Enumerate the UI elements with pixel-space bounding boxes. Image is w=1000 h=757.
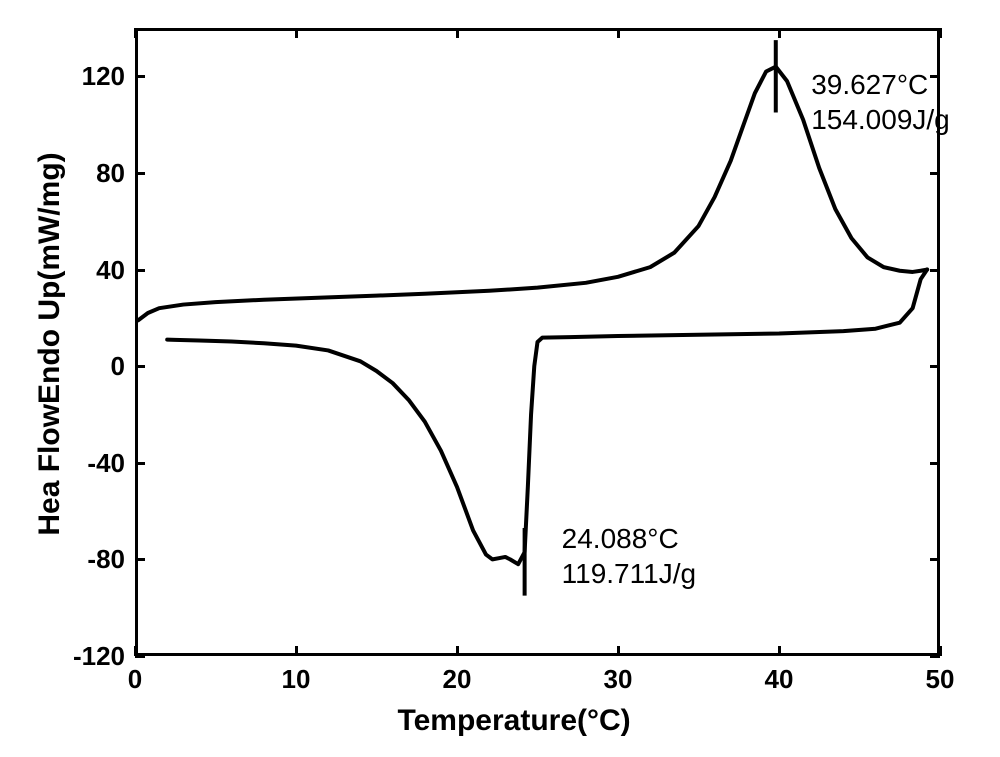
x-tick [939,28,942,38]
y-tick-label: -40 [87,448,125,479]
y-tick [135,172,145,175]
x-axis-label: Temperature(°C) [398,704,631,738]
y-tick [930,558,940,561]
x-tick [617,646,620,656]
x-tick [295,28,298,38]
y-tick [135,655,145,658]
x-tick-label: 20 [437,664,477,695]
x-tick [778,646,781,656]
y-tick [930,269,940,272]
x-tick-label: 10 [276,664,316,695]
x-tick [456,28,459,38]
y-tick [135,365,145,368]
y-tick-label: 120 [82,61,125,92]
y-tick [135,462,145,465]
y-tick [930,655,940,658]
y-axis-label: Hea FlowEndo Up(mW/mg) [33,134,67,554]
y-tick-label: 0 [111,351,125,382]
dsc-chart: Hea FlowEndo Up(mW/mg) Temperature(°C) 0… [0,0,1000,757]
y-tick [930,462,940,465]
y-tick [135,269,145,272]
y-tick-label: -120 [73,641,125,672]
x-tick-label: 30 [598,664,638,695]
x-tick [134,28,137,38]
y-tick [135,75,145,78]
y-tick-label: 80 [96,158,125,189]
x-tick [295,646,298,656]
x-tick-label: 50 [920,664,960,695]
x-tick [456,646,459,656]
x-tick [617,28,620,38]
y-tick-label: -80 [87,544,125,575]
peak-annotation: 24.088°C119.711J/g [562,521,696,591]
y-tick [135,558,145,561]
y-tick [930,365,940,368]
x-tick [778,28,781,38]
x-tick-label: 40 [759,664,799,695]
y-tick [930,172,940,175]
peak-annotation: 39.627°C154.009J/g [811,67,950,137]
y-tick-label: 40 [96,255,125,286]
